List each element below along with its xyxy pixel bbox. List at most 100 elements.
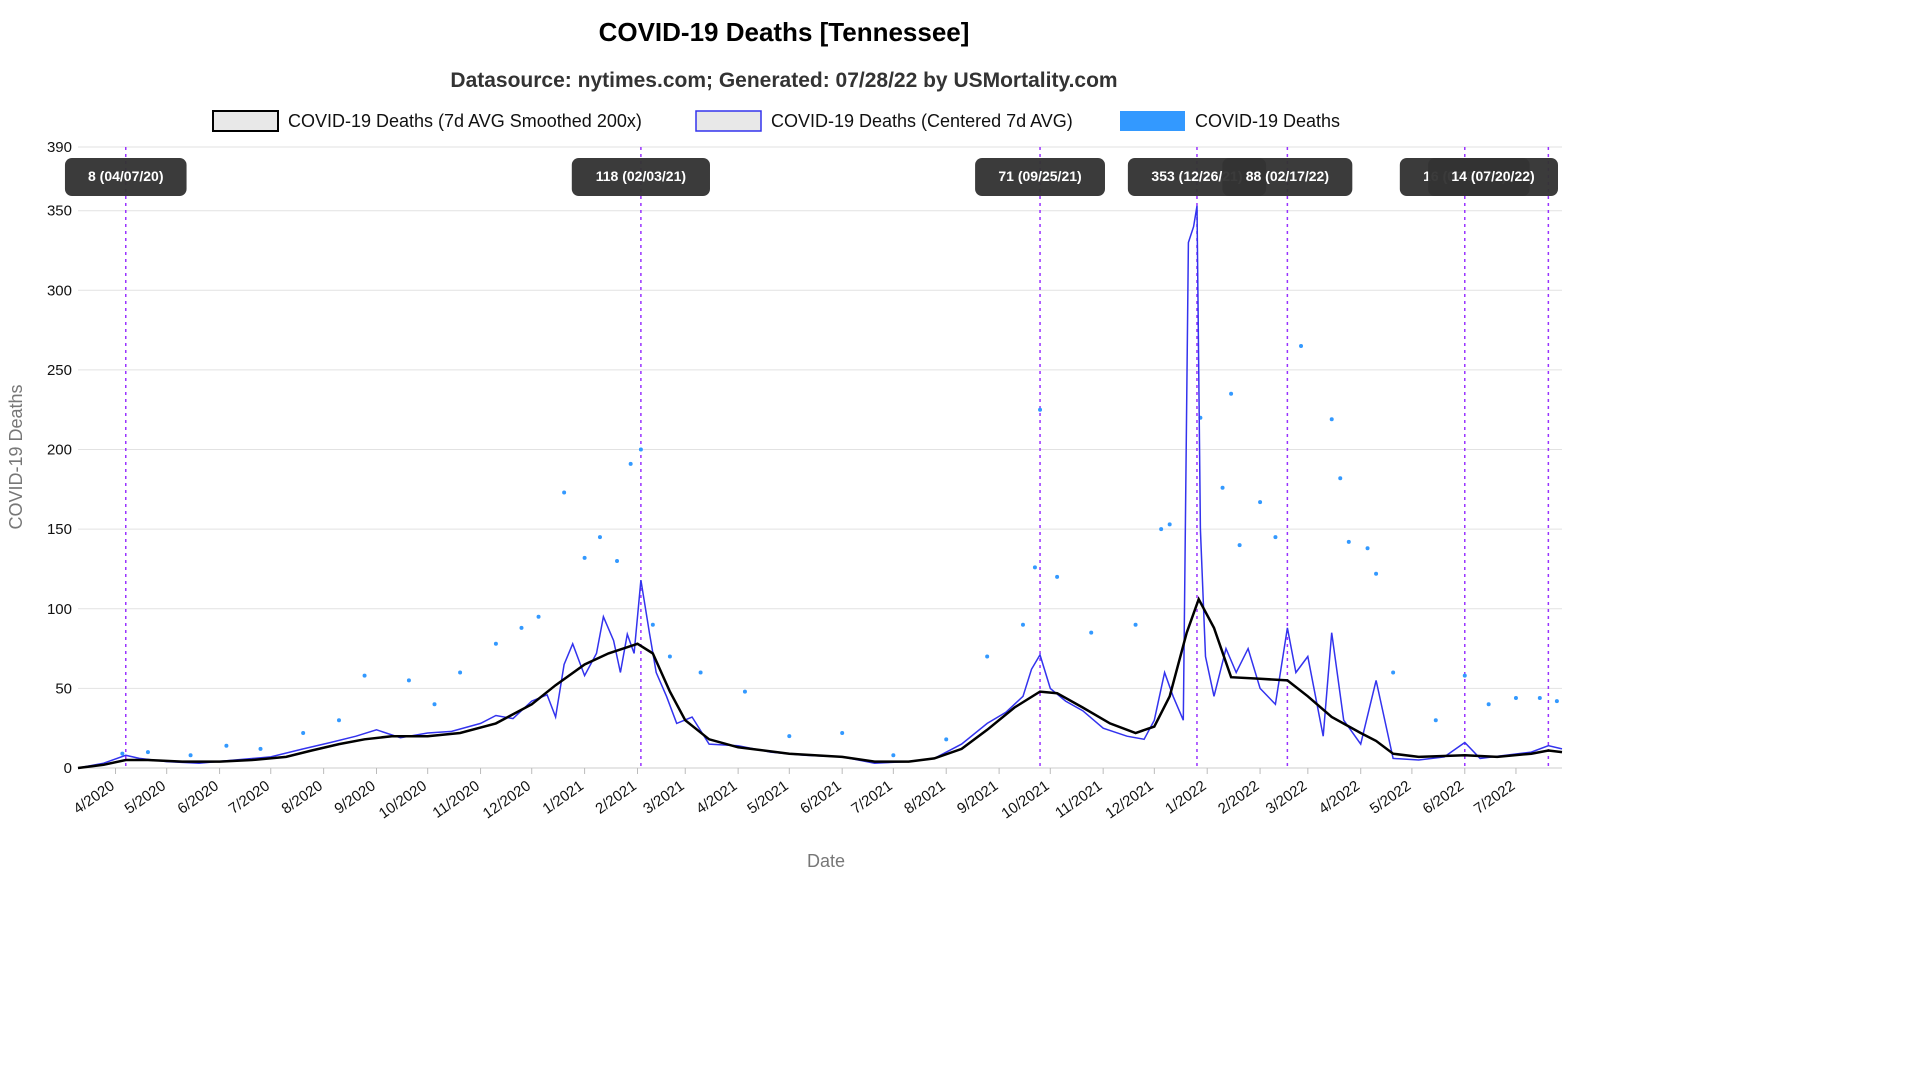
annotation-box <box>975 158 1105 196</box>
data-point <box>406 678 411 683</box>
data-point <box>1433 718 1438 723</box>
x-tick-label: 12/2020 <box>480 777 534 822</box>
x-tick-label: 12/2021 <box>1102 777 1156 822</box>
x-tick-label: 8/2020 <box>279 777 326 817</box>
data-point <box>582 555 587 560</box>
x-tick-label: 2/2022 <box>1215 777 1262 817</box>
x-tick-label: 7/2021 <box>848 777 895 817</box>
data-point <box>1374 571 1379 576</box>
annotation-lines <box>125 147 1550 768</box>
data-point <box>1338 476 1343 481</box>
chart: COVID-19 Deaths [Tennessee] Datasource: … <box>6 17 1563 871</box>
x-tick-label: 6/2020 <box>175 777 222 817</box>
data-point <box>536 614 541 619</box>
data-point <box>667 654 672 659</box>
data-point <box>1391 670 1396 675</box>
annotation-label: 71 (09/25/21) <box>998 168 1081 184</box>
y-tick-label: 200 <box>47 442 72 459</box>
x-tick-label: 1/2021 <box>540 777 587 817</box>
data-point <box>787 734 792 739</box>
y-tick-label: 250 <box>47 362 72 379</box>
x-tick-label: 7/2020 <box>226 777 273 817</box>
legend-item-centered[interactable]: COVID-19 Deaths (Centered 7d AVG) <box>695 110 1073 132</box>
data-point <box>1554 699 1559 704</box>
data-point <box>891 753 896 758</box>
data-point <box>362 673 367 678</box>
annotation-labels: 8 (04/07/20) 118 (02/03/21) 71 (09/25/21) 3… <box>64 158 1558 196</box>
x-axis-ticks: 4/2020 5/2020 6/2020 7/2020 8/2020 9/202010/2… <box>70 768 1518 822</box>
data-point <box>1537 695 1542 700</box>
annotation-box <box>1222 158 1353 196</box>
legend-swatch-deaths <box>1120 111 1185 131</box>
data-point <box>1365 546 1370 551</box>
data-point <box>1159 527 1164 532</box>
legend-label-deaths: COVID-19 Deaths <box>1195 111 1340 131</box>
data-point <box>1167 522 1172 527</box>
x-tick-label: 10/2021 <box>998 777 1052 822</box>
data-point <box>698 670 703 675</box>
annotation-box <box>64 158 187 196</box>
data-point <box>1299 344 1304 349</box>
x-tick-label: 4/2020 <box>70 777 117 817</box>
data-point <box>1032 565 1037 570</box>
x-tick-label: 5/2020 <box>122 777 169 817</box>
annotation-label: 118 (02/03/21) <box>596 168 686 184</box>
data-point <box>985 654 990 659</box>
data-point <box>1089 630 1094 635</box>
data-point <box>1133 622 1138 627</box>
data-point <box>1055 574 1060 579</box>
data-point <box>432 702 437 707</box>
x-tick-label: 11/2020 <box>430 777 483 821</box>
data-point <box>301 730 306 735</box>
chart-title: COVID-19 Deaths [Tennessee] <box>599 17 970 47</box>
x-tick-label: 5/2021 <box>744 777 791 817</box>
data-point <box>1020 622 1025 627</box>
legend-swatch-centered <box>695 110 762 132</box>
x-tick-label: 6/2021 <box>797 777 844 817</box>
data-point <box>1486 702 1491 707</box>
x-tick-label: 5/2022 <box>1367 777 1414 817</box>
data-point <box>1329 417 1334 422</box>
data-point <box>638 447 643 452</box>
x-tick-label: 10/2020 <box>376 777 430 822</box>
y-tick-label: 100 <box>47 601 72 618</box>
y-axis-ticks: 0 50 100 150 200 250 300 350 390 <box>47 139 72 777</box>
data-point <box>628 461 633 466</box>
x-tick-label: 1/2022 <box>1162 777 1209 817</box>
data-point <box>650 622 655 627</box>
gridlines <box>78 146 1562 769</box>
data-point <box>1462 673 1467 678</box>
y-tick-label: 350 <box>47 203 72 220</box>
x-tick-label: 4/2021 <box>693 777 740 817</box>
chart-subtitle: Datasource: nytimes.com; Generated: 07/2… <box>450 69 1117 92</box>
annotation-label: 353 (12/26/21) <box>1151 168 1242 184</box>
data-point <box>1229 391 1234 396</box>
data-point <box>742 689 747 694</box>
data-point <box>519 625 524 630</box>
data-point <box>615 559 620 563</box>
data-point <box>840 730 845 735</box>
x-tick-label: 9/2021 <box>954 777 1001 817</box>
annotation-label: 88 (02/17/22) <box>1246 168 1329 184</box>
legend-item-smoothed[interactable]: COVID-19 Deaths (7d AVG Smoothed 200x) <box>212 110 642 132</box>
x-tick-label: 3/2021 <box>640 777 687 817</box>
data-point <box>493 641 498 646</box>
x-tick-label: 9/2020 <box>331 777 378 817</box>
data-point <box>188 753 193 758</box>
annotation-label: 8 (04/07/20) <box>88 168 164 184</box>
data-point <box>1346 539 1351 544</box>
x-tick-label: 2/2021 <box>592 777 639 817</box>
data-point <box>258 746 263 751</box>
data-point <box>120 751 125 756</box>
y-tick-label: 50 <box>55 680 72 697</box>
x-tick-label: 7/2022 <box>1471 777 1518 817</box>
data-point <box>145 750 150 755</box>
y-tick-label: 390 <box>47 139 72 156</box>
legend-item-deaths[interactable]: COVID-19 Deaths <box>1120 111 1340 131</box>
data-point <box>336 718 341 723</box>
legend-label-smoothed: COVID-19 Deaths (7d AVG Smoothed 200x) <box>288 111 642 131</box>
data-point <box>1273 535 1278 540</box>
legend[interactable]: COVID-19 Deaths (7d AVG Smoothed 200x) C… <box>212 110 1340 132</box>
series-deaths-points <box>120 344 1559 758</box>
x-tick-label: 3/2022 <box>1263 777 1310 817</box>
